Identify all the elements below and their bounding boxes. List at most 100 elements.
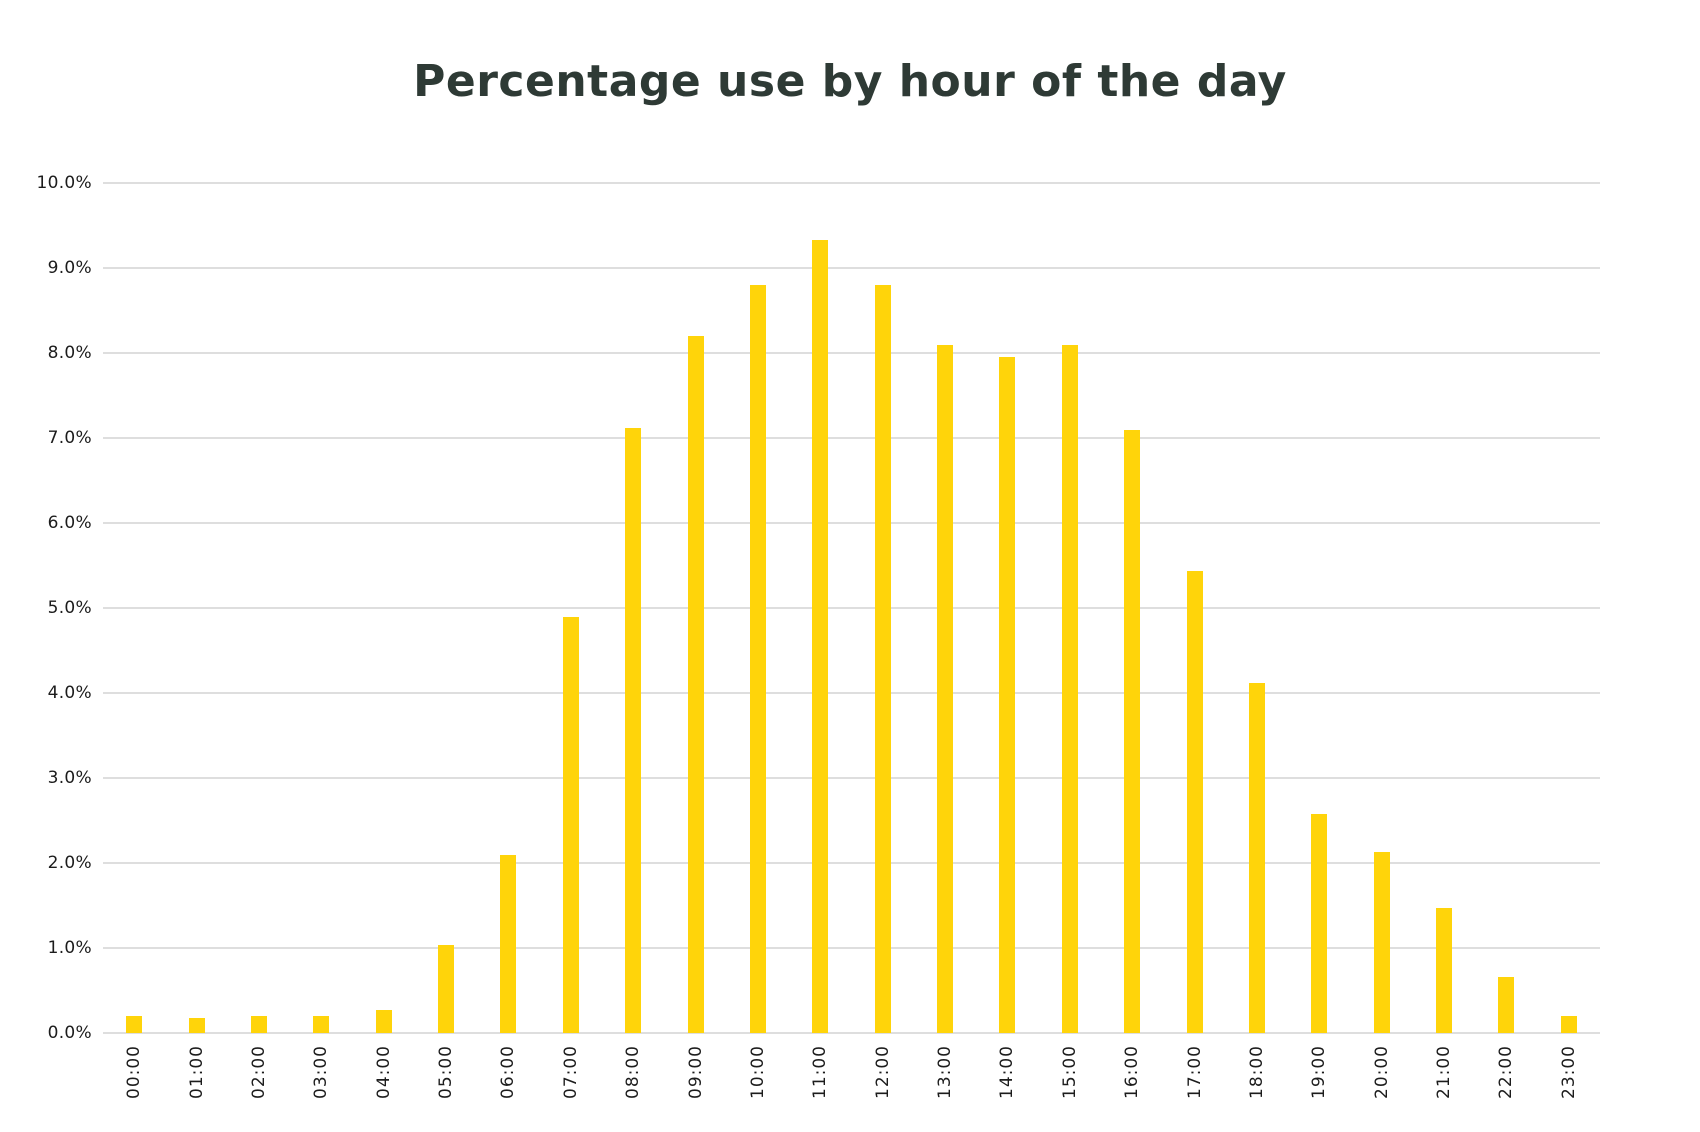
bar (1124, 429, 1141, 1033)
y-tick-label: 5.0% (47, 598, 92, 618)
bar-slot (290, 183, 352, 1033)
gridline (103, 607, 1600, 609)
x-slot: 22:00 (1475, 1045, 1537, 1099)
gridline (103, 862, 1600, 864)
bar (749, 285, 766, 1033)
gridline (103, 1032, 1600, 1034)
x-tick-label: 06:00 (498, 1045, 519, 1099)
x-tick-label: 05:00 (436, 1045, 457, 1099)
bar-slot (1226, 183, 1288, 1033)
x-slot: 12:00 (852, 1045, 914, 1099)
gridline (103, 437, 1600, 439)
bar (313, 1016, 330, 1033)
x-slot: 19:00 (1288, 1045, 1350, 1099)
y-tick-label: 2.0% (47, 853, 92, 873)
x-slot: 03:00 (290, 1045, 352, 1099)
bar-slot (103, 183, 165, 1033)
bar (250, 1016, 267, 1033)
bar (1560, 1016, 1577, 1033)
x-tick-label: 18:00 (1246, 1045, 1267, 1099)
gridline (103, 182, 1600, 184)
x-tick-label: 20:00 (1371, 1045, 1392, 1099)
x-slot: 06:00 (477, 1045, 539, 1099)
x-axis: 00:00 01:00 02:00 03:00 04:00 05:00 06:00 07:00… (103, 1045, 1600, 1099)
bar-slot (1288, 183, 1350, 1033)
bar (1498, 976, 1515, 1033)
x-tick-label: 11:00 (810, 1045, 831, 1099)
bar (438, 945, 455, 1033)
x-slot: 00:00 (103, 1045, 165, 1099)
bar (1311, 813, 1328, 1033)
x-slot: 18:00 (1226, 1045, 1288, 1099)
bar (1061, 344, 1078, 1033)
bar (1248, 682, 1265, 1033)
bar (999, 357, 1016, 1033)
bar-slot (664, 183, 726, 1033)
gridline (103, 522, 1600, 524)
x-slot: 05:00 (415, 1045, 477, 1099)
bar (1186, 571, 1203, 1033)
bar (375, 1010, 392, 1033)
x-slot: 11:00 (789, 1045, 851, 1099)
x-slot: 02:00 (228, 1045, 290, 1099)
bar (1373, 851, 1390, 1033)
x-tick-label: 22:00 (1496, 1045, 1517, 1099)
gridline (103, 267, 1600, 269)
x-slot: 04:00 (353, 1045, 415, 1099)
x-slot: 01:00 (165, 1045, 227, 1099)
bar-slot (165, 183, 227, 1033)
y-tick-label: 4.0% (47, 683, 92, 703)
x-tick-label: 21:00 (1434, 1045, 1455, 1099)
bar-slot (1351, 183, 1413, 1033)
x-slot: 21:00 (1413, 1045, 1475, 1099)
y-tick-label: 6.0% (47, 513, 92, 533)
y-tick-label: 9.0% (47, 258, 92, 278)
x-slot: 09:00 (664, 1045, 726, 1099)
bar-slot (228, 183, 290, 1033)
bar-slot (1163, 183, 1225, 1033)
bar-slot (1039, 183, 1101, 1033)
x-tick-label: 12:00 (872, 1045, 893, 1099)
x-slot: 10:00 (727, 1045, 789, 1099)
x-tick-label: 13:00 (935, 1045, 956, 1099)
bar-slot (1101, 183, 1163, 1033)
x-tick-label: 03:00 (311, 1045, 332, 1099)
x-tick-label: 23:00 (1558, 1045, 1579, 1099)
x-slot: 07:00 (540, 1045, 602, 1099)
y-tick-label: 7.0% (47, 428, 92, 448)
bar-slot (914, 183, 976, 1033)
bar (625, 427, 642, 1033)
y-axis: 0.0% 1.0% 2.0% 3.0% 4.0% 5.0% 6.0% 7.0% 8.0% 9.0%… (0, 0, 92, 1132)
x-tick-label: 16:00 (1122, 1045, 1143, 1099)
bar-slot (1413, 183, 1475, 1033)
bar (500, 854, 517, 1033)
bar (687, 336, 704, 1033)
bar-series (103, 183, 1600, 1033)
x-slot: 14:00 (976, 1045, 1038, 1099)
x-tick-label: 07:00 (560, 1045, 581, 1099)
x-slot: 17:00 (1163, 1045, 1225, 1099)
x-tick-label: 15:00 (1059, 1045, 1080, 1099)
x-tick-label: 19:00 (1309, 1045, 1330, 1099)
bar-slot (976, 183, 1038, 1033)
bar (126, 1016, 143, 1033)
x-slot: 13:00 (914, 1045, 976, 1099)
x-slot: 20:00 (1351, 1045, 1413, 1099)
bar (812, 239, 829, 1033)
x-tick-label: 10:00 (747, 1045, 768, 1099)
x-tick-label: 08:00 (623, 1045, 644, 1099)
gridline (103, 692, 1600, 694)
bar (562, 616, 579, 1033)
bar-slot (353, 183, 415, 1033)
x-tick-label: 14:00 (997, 1045, 1018, 1099)
y-tick-label: 1.0% (47, 938, 92, 958)
chart-title: Percentage use by hour of the day (413, 56, 1287, 107)
bar-slot (789, 183, 851, 1033)
x-tick-label: 00:00 (124, 1045, 145, 1099)
bar (188, 1017, 205, 1033)
y-tick-label: 3.0% (47, 768, 92, 788)
y-tick-label: 8.0% (47, 343, 92, 363)
x-tick-label: 09:00 (685, 1045, 706, 1099)
bar (874, 285, 891, 1033)
gridline (103, 352, 1600, 354)
